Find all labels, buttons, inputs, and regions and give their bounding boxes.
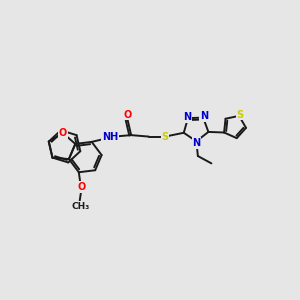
Text: NH: NH (102, 133, 118, 142)
Text: CH₃: CH₃ (71, 202, 89, 211)
Text: O: O (124, 110, 132, 119)
Text: O: O (77, 182, 85, 192)
Text: S: S (237, 110, 244, 120)
Text: N: N (183, 112, 191, 122)
Text: N: N (200, 111, 208, 122)
Text: N: N (192, 138, 200, 148)
Text: S: S (161, 132, 169, 142)
Text: O: O (59, 128, 67, 138)
